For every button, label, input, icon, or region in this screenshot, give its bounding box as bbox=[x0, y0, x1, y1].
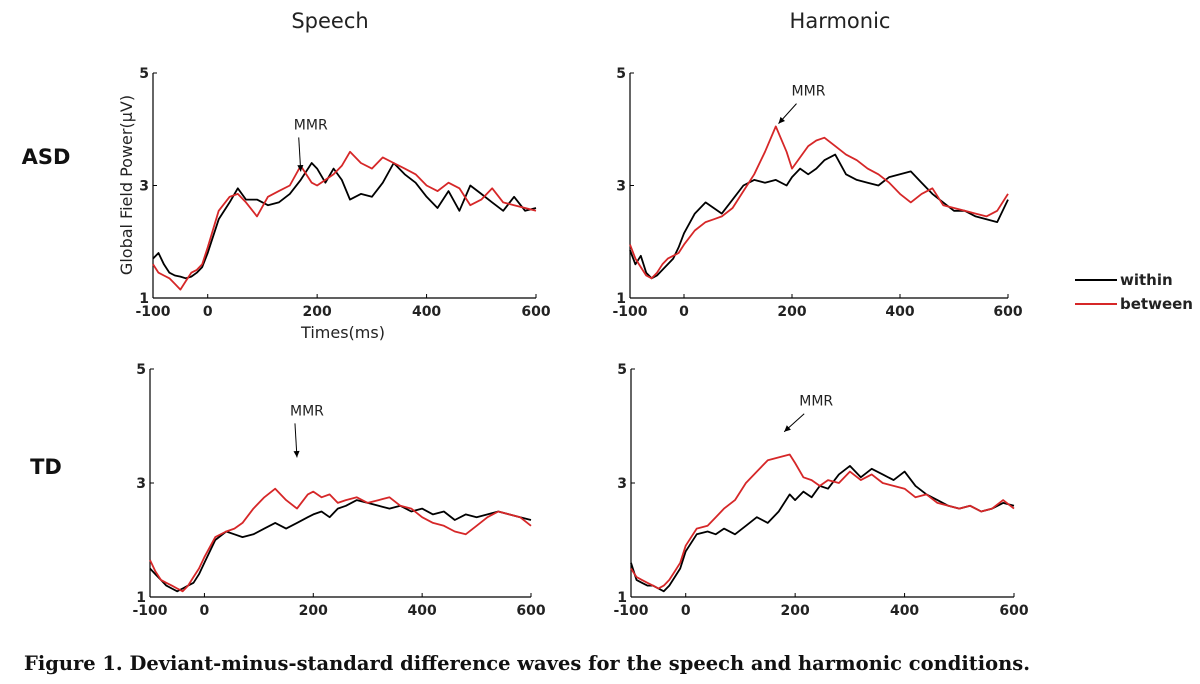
y-tick-label: 5 bbox=[617, 362, 627, 378]
x-tick-label: -100 bbox=[135, 304, 170, 320]
y-tick-label: 3 bbox=[617, 476, 627, 492]
x-tick-label: 0 bbox=[679, 304, 689, 320]
mmr-arrow-head bbox=[297, 165, 304, 172]
y-tick-label: 1 bbox=[616, 291, 626, 307]
series-line-within-td-speech bbox=[149, 499, 532, 593]
y-tick-label: 3 bbox=[139, 179, 149, 195]
y-tick-label: 1 bbox=[617, 590, 627, 606]
x-tick-label: 200 bbox=[781, 603, 810, 619]
legend: within between bbox=[1075, 271, 1193, 313]
x-tick-label: 0 bbox=[681, 603, 691, 619]
x-tick-label: 400 bbox=[412, 304, 441, 320]
x-tick-label: -100 bbox=[612, 304, 647, 320]
y-tick-label: 5 bbox=[616, 66, 626, 82]
row-label-asd: ASD bbox=[22, 145, 71, 169]
figure-caption: Figure 1. Deviant-minus-standard differe… bbox=[24, 651, 1030, 675]
x-tick-label: 0 bbox=[200, 603, 210, 619]
x-tick-label: 600 bbox=[521, 304, 550, 320]
y-tick-label: 1 bbox=[139, 291, 149, 307]
mmr-arrow-head bbox=[778, 116, 785, 124]
series-line-within-asd-speech bbox=[152, 162, 537, 280]
y-tick-label: 3 bbox=[136, 476, 146, 492]
mmr-annotation-label: MMR bbox=[290, 403, 324, 419]
x-tick-label: 600 bbox=[999, 603, 1028, 619]
series-line-between-td-harmonic bbox=[630, 453, 1015, 590]
y-axis-title: Global Field Power(μV) bbox=[117, 95, 136, 275]
column-title-speech: Speech bbox=[291, 9, 368, 33]
panel-asd-speech: -100 0 200 400 600 1 3 5 MMR bbox=[135, 66, 550, 320]
y-tick-label: 5 bbox=[139, 66, 149, 82]
series-line-within-asd-harmonic bbox=[629, 153, 1009, 280]
x-axis-title: Times(ms) bbox=[300, 323, 385, 342]
series-line-between-asd-speech bbox=[152, 150, 537, 291]
x-tick-label: 200 bbox=[303, 304, 332, 320]
y-tick-label: 1 bbox=[136, 590, 146, 606]
x-tick-label: 600 bbox=[993, 304, 1022, 320]
x-tick-label: 400 bbox=[408, 603, 437, 619]
series-line-within-td-harmonic bbox=[630, 464, 1015, 593]
y-tick-label: 3 bbox=[616, 179, 626, 195]
mmr-annotation-label: MMR bbox=[294, 117, 328, 133]
y-tick-label: 5 bbox=[136, 362, 146, 378]
panel-asd-harmonic: -100 0 200 400 600 1 3 5 MMR bbox=[612, 66, 1022, 320]
x-tick-label: 400 bbox=[890, 603, 919, 619]
column-title-harmonic: Harmonic bbox=[790, 9, 891, 33]
row-label-td: TD bbox=[30, 455, 62, 479]
panel-td-speech: -100 0 200 400 600 1 3 5 MMR bbox=[132, 362, 545, 619]
x-tick-label: 200 bbox=[777, 304, 806, 320]
x-tick-label: -100 bbox=[613, 603, 648, 619]
mmr-arrow-head bbox=[293, 450, 300, 458]
x-tick-label: 600 bbox=[516, 603, 545, 619]
x-tick-label: -100 bbox=[132, 603, 167, 619]
panel-td-harmonic: -100 0 200 400 600 1 3 5 MMR bbox=[613, 362, 1028, 619]
mmr-annotation-label: MMR bbox=[799, 394, 833, 410]
legend-label-between: between bbox=[1120, 295, 1193, 313]
mmr-annotation-label: MMR bbox=[792, 84, 826, 100]
series-line-between-asd-harmonic bbox=[629, 125, 1009, 280]
x-tick-label: 0 bbox=[203, 304, 213, 320]
mmr-arrow-head bbox=[784, 425, 791, 432]
x-tick-label: 200 bbox=[299, 603, 328, 619]
series-line-between-td-speech bbox=[149, 487, 532, 593]
legend-label-within: within bbox=[1120, 271, 1173, 289]
x-tick-label: 400 bbox=[885, 304, 914, 320]
